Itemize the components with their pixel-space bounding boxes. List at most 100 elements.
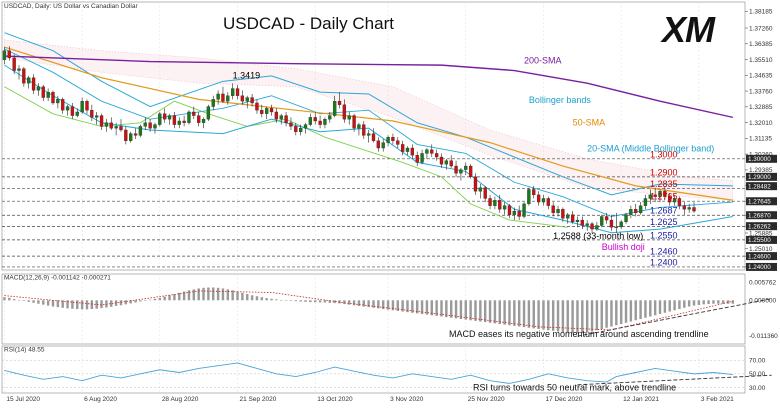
macd-bar xyxy=(192,289,196,301)
candle-body xyxy=(556,209,560,214)
level-label: 1.2765 xyxy=(650,192,678,202)
price-badge-label: 1.24000 xyxy=(748,264,771,271)
macd-bar xyxy=(289,300,293,301)
candle-body xyxy=(498,200,502,210)
macd-bar xyxy=(411,300,414,313)
macd-bar xyxy=(32,300,35,303)
macd-bar xyxy=(294,300,298,302)
candle-body xyxy=(260,110,264,114)
macd-bar xyxy=(493,300,497,324)
macd-bar xyxy=(712,300,715,304)
chart-annotation: 1.3419 xyxy=(233,71,261,81)
macd-bar xyxy=(22,300,26,301)
chart-title: USDCAD - Daily Chart xyxy=(223,14,394,33)
candle-body xyxy=(425,149,429,154)
macd-bar xyxy=(377,300,380,309)
macd-bar xyxy=(415,300,419,314)
macd-bar xyxy=(581,300,584,334)
candle-body xyxy=(430,149,434,154)
level-label: 1.2625 xyxy=(650,217,678,227)
x-tick-label: 13 Oct 2020 xyxy=(317,396,353,403)
candle-body xyxy=(405,147,410,152)
candle-body xyxy=(129,133,133,141)
candle-body xyxy=(201,119,206,123)
macd-bar xyxy=(585,300,589,333)
macd-bar xyxy=(629,300,633,322)
price-badge-label: 1.27645 xyxy=(748,198,771,205)
macd-bar xyxy=(231,290,234,301)
candle-body xyxy=(342,104,347,120)
candle-body xyxy=(527,189,531,205)
macd-bar xyxy=(27,300,30,302)
rsi-y-tick-label: 30.00 xyxy=(749,385,766,392)
price-badge-label: 1.25500 xyxy=(748,237,771,244)
macd-bar xyxy=(280,299,283,301)
candle-body xyxy=(352,115,356,129)
candle-body xyxy=(449,160,453,167)
candle-body xyxy=(658,191,662,197)
candle-body xyxy=(182,120,186,123)
macd-bar xyxy=(678,300,681,310)
macd-bar xyxy=(119,300,123,306)
macd-bar xyxy=(449,300,453,318)
macd-bar xyxy=(173,294,176,301)
candle-body xyxy=(226,95,230,102)
candle-body xyxy=(109,122,113,129)
candle-body xyxy=(410,147,415,156)
candle-body xyxy=(114,126,118,129)
price-badge xyxy=(746,252,777,261)
candle-body xyxy=(250,97,254,104)
macd-bar xyxy=(420,300,424,315)
main-panel-frame xyxy=(1,1,746,271)
macd-bar xyxy=(42,300,45,305)
candle-body xyxy=(95,115,99,118)
sma20-middle-band xyxy=(4,48,733,217)
candle-body xyxy=(459,169,463,174)
candle-body xyxy=(328,115,332,120)
macd-bar xyxy=(687,300,691,307)
candle-body xyxy=(439,156,444,165)
candle-body xyxy=(420,153,424,163)
macd-bar xyxy=(731,300,735,304)
candle-body xyxy=(478,187,482,192)
chart-annotation: Bollinger bands xyxy=(529,95,592,105)
candle-body xyxy=(124,129,128,141)
macd-bar xyxy=(328,300,332,303)
macd-bar xyxy=(362,300,366,307)
candle-body xyxy=(61,99,65,111)
candle-body xyxy=(634,209,638,214)
candle-body xyxy=(36,86,41,91)
macd-bar xyxy=(236,291,239,301)
macd-y-tick-label: 0.005762 xyxy=(749,280,776,287)
macd-bar xyxy=(212,287,215,301)
macd-bar xyxy=(216,287,220,301)
macd-bar xyxy=(615,300,618,326)
xm-logo: XM xyxy=(660,9,716,50)
macd-bar xyxy=(95,300,98,309)
macd-bar xyxy=(8,297,11,301)
candle-body xyxy=(75,111,79,116)
macd-bar xyxy=(406,300,409,313)
candle-body xyxy=(517,210,521,217)
price-badge xyxy=(746,211,777,220)
candle-body xyxy=(682,205,686,210)
macd-bar xyxy=(556,300,560,332)
macd-bar xyxy=(527,300,531,328)
price-badge xyxy=(746,222,777,231)
candle-body xyxy=(663,191,667,197)
candle-body xyxy=(211,99,215,107)
macd-bar xyxy=(508,300,511,326)
macd-bar xyxy=(391,300,395,311)
candle-body xyxy=(502,205,507,210)
macd-bar xyxy=(479,300,482,322)
macd-bar xyxy=(178,292,181,301)
candle-body xyxy=(580,219,584,226)
candle-body xyxy=(172,115,177,125)
macd-bar xyxy=(134,300,137,303)
x-tick-label: 3 Nov 2020 xyxy=(390,396,424,403)
macd-annotation: MACD eases its negative momentum around … xyxy=(449,329,709,339)
candle-body xyxy=(391,137,395,141)
candle-body xyxy=(371,133,376,141)
macd-bar xyxy=(513,300,516,326)
